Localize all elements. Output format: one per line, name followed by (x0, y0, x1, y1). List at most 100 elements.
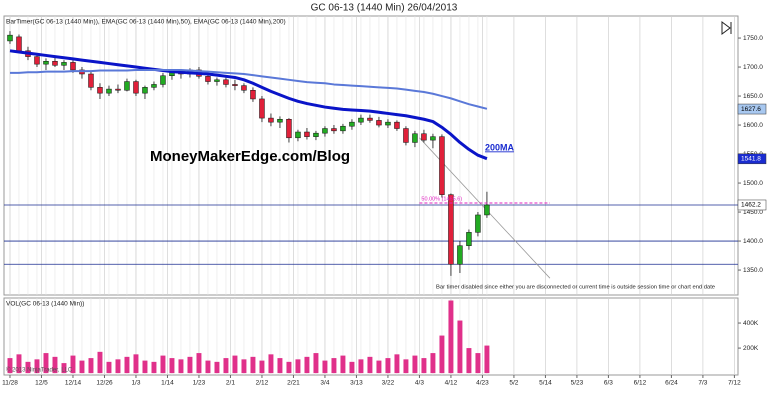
price-marker (737, 153, 767, 165)
candle-body (268, 117, 274, 123)
x-tick-label: 11/28 (2, 380, 18, 387)
volume-bar (268, 354, 274, 374)
candle-body (322, 128, 328, 134)
volume-bar (232, 355, 238, 374)
candle-body (421, 133, 427, 141)
candle-body (394, 121, 400, 129)
volume-bar (259, 360, 265, 374)
volume-bar (457, 320, 463, 374)
x-tick-label: 12/26 (96, 380, 113, 387)
volume-bar (475, 353, 481, 374)
candle-body (16, 36, 22, 52)
volume-bar (25, 361, 31, 374)
candle-body (97, 87, 103, 94)
x-tick-label: 6/12 (634, 380, 647, 387)
candle-body (241, 85, 247, 91)
volume-bar (223, 358, 229, 374)
volume-bar (124, 356, 130, 374)
volume-bar (205, 360, 211, 374)
volume-bar (133, 354, 139, 374)
volume-bar (70, 355, 76, 374)
candle-body (61, 62, 67, 66)
volume-bar (115, 359, 121, 374)
volume-bar (430, 353, 436, 374)
candle-body (124, 81, 130, 91)
candle-body (358, 117, 364, 123)
moving-average-line (9, 49, 488, 161)
x-tick-label: 2/12 (256, 380, 269, 387)
volume-bar (16, 354, 22, 374)
nav-icon[interactable] (721, 21, 732, 35)
volume-bar (394, 354, 400, 374)
volume-bar (61, 363, 67, 374)
candle-body (115, 88, 121, 91)
candle-body (331, 128, 337, 132)
moving-average-line (9, 68, 488, 110)
x-tick-label: 6/3 (604, 380, 613, 387)
candle-body (457, 245, 463, 265)
x-tick-label: 1/23 (193, 380, 206, 387)
candle-body (475, 214, 481, 233)
volume-bar (340, 355, 346, 374)
x-tick-label: 12/14 (65, 380, 82, 387)
candle-body (214, 79, 220, 82)
x-tick-label: 4/23 (476, 380, 489, 387)
candle-body (151, 84, 157, 88)
volume-bar (367, 356, 373, 374)
volume-bar (448, 300, 454, 374)
x-tick-label: 3/4 (320, 380, 329, 387)
volume-bar (286, 361, 292, 374)
x-tick-label: 5/14 (539, 380, 552, 387)
candle-body (439, 136, 445, 195)
x-tick-label: 4/3 (415, 380, 424, 387)
volume-bar (421, 358, 427, 374)
candle-body (34, 56, 40, 65)
x-tick-label: 3/22 (382, 380, 395, 387)
y-tick-label: 1750.0 (743, 35, 763, 42)
price-marker-label: 1462.2 (741, 202, 761, 209)
x-tick-label: 12/5 (35, 380, 48, 387)
volume-bar (331, 358, 337, 374)
main-layer (7, 31, 490, 374)
text-layer: 11/28 12/5 12/14 12/26 1/3 1/14 1/23 2/1 2/12 2/2… (2, 35, 767, 387)
candle-body (7, 34, 13, 42)
candle-body (142, 87, 148, 94)
y-tick-label: 1350.0 (743, 267, 763, 274)
volume-bar (439, 335, 445, 374)
volume-bar (52, 356, 58, 374)
volume-bar (241, 359, 247, 374)
x-tick-label: 7/12 (728, 380, 741, 387)
y-tick-label: 1450.0 (743, 209, 763, 216)
x-tick-label: 1/14 (161, 380, 174, 387)
copyright: © 2013 NinjaTrader, LLC (6, 367, 73, 374)
volume-bar (322, 360, 328, 374)
candle-body (448, 194, 454, 265)
volume-bar (403, 359, 409, 374)
volume-bar (313, 353, 319, 374)
y-tick-label: 1400.0 (743, 238, 763, 245)
price-marker-label: 1627.6 (741, 106, 761, 113)
candle-body (52, 60, 58, 66)
candle-body (70, 62, 76, 71)
x-tick-label: 2/1 (226, 380, 235, 387)
candle-body (259, 98, 265, 119)
volume-bar (34, 359, 40, 374)
candle-body (466, 232, 472, 246)
x-tick-label: 6/24 (665, 380, 678, 387)
candle-body (484, 204, 490, 216)
bar-timer-note: Bar timer disabled since either you are … (436, 285, 715, 291)
volume-bar (304, 356, 310, 374)
x-tick-label: 7/3 (698, 380, 707, 387)
y-tick-label: 1650.0 (743, 93, 763, 100)
candle-body (430, 136, 436, 141)
volume-y-tick-label: 400K (743, 320, 759, 327)
volume-bar (187, 356, 193, 374)
indicator-label: BarTimer(GC 06-13 (1440 Min)), EMA(GC 06… (6, 19, 286, 26)
volume-bar (250, 356, 256, 374)
volume-bar (196, 353, 202, 374)
candle-body (223, 79, 229, 85)
candle-body (43, 60, 49, 65)
volume-bar (277, 358, 283, 374)
